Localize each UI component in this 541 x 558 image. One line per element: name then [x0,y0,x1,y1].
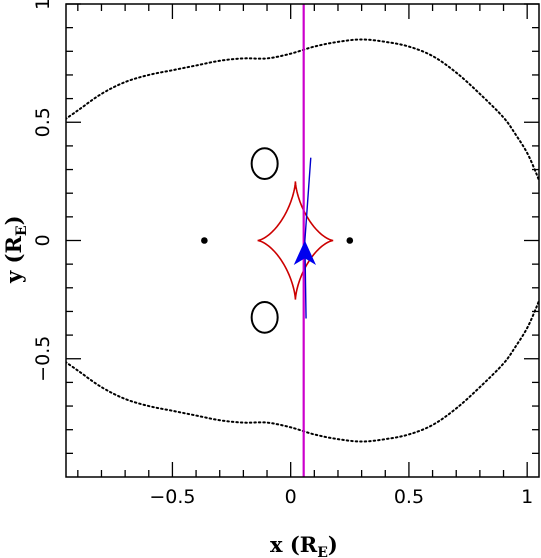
y-tick-label: 0.5 [32,107,54,137]
x-tick-label: −0.5 [149,486,195,508]
x-tick-label: 0 [285,486,297,508]
inner-critical-curve-1 [250,147,279,181]
plot-area [66,4,539,477]
y-tick-label: 0 [32,234,54,246]
outer-critical-curve-upper [66,38,539,184]
caustic [257,181,334,300]
x-tick-label: 0.5 [394,486,424,508]
inner-critical-curve-2 [250,300,279,334]
lens-mass-2 [346,237,354,244]
x-tick-label: 1 [521,486,533,508]
lens-mass-1 [201,237,208,244]
plot-frame [65,3,540,478]
source-position-marker [293,240,316,265]
y-axis-unit: R [1,236,26,254]
x-axis-label: x (RE) [270,532,338,558]
model-trajectory-line [304,157,312,319]
y-tick-label: −0.5 [32,336,54,382]
y-tick-label: 1 [32,0,54,10]
tick-labels: −0.5 0 0.5 1 −0.5 0 0.5 1 [32,0,533,508]
outer-critical-curve-lower [66,297,539,443]
axis-ticks [66,3,539,477]
x-axis-variable: x [270,532,283,557]
y-axis-unit-sub: E [14,225,30,236]
y-axis-label: y (RE) [1,215,30,284]
x-axis-unit-sub: E [317,545,328,558]
y-axis-variable: y [1,270,26,284]
x-axis-unit: R [300,532,318,557]
